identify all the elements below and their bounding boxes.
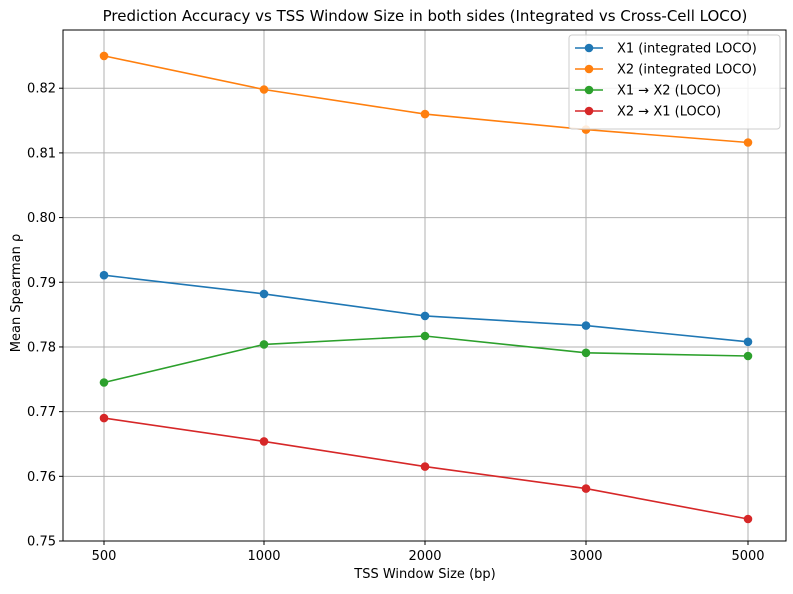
data-point <box>259 437 269 446</box>
data-point <box>581 348 591 358</box>
data-point <box>743 514 753 524</box>
legend: X1 (integrated LOCO) X2 (integrated LOCO)… <box>568 34 781 130</box>
data-point <box>743 337 753 347</box>
y-tick-label: 0.81 <box>27 146 56 161</box>
y-tick-label: 0.76 <box>27 470 56 485</box>
data-point <box>420 311 430 321</box>
legend-marker <box>584 85 594 95</box>
data-point <box>420 331 430 341</box>
legend-item: X2 (integrated LOCO) <box>575 63 757 78</box>
legend-label: X2 (integrated LOCO) <box>617 63 757 78</box>
y-tick-label: 0.82 <box>27 82 56 97</box>
series-line <box>103 335 749 384</box>
x-tick-label: 3000 <box>569 549 602 564</box>
legend-item: X1 → X2 (LOCO) <box>575 84 721 99</box>
y-tick-label: 0.77 <box>27 405 56 420</box>
legend-label: X2 → X1 (LOCO) <box>617 105 721 120</box>
legend-marker <box>584 106 594 116</box>
data-point <box>99 413 109 423</box>
data-point <box>420 462 430 471</box>
y-tick-label: 0.78 <box>27 340 56 355</box>
legend-item: X2 → X1 (LOCO) <box>575 105 721 120</box>
data-point <box>420 109 430 119</box>
y-tick-label: 0.75 <box>27 535 56 550</box>
data-point <box>259 85 269 94</box>
series-line <box>103 274 749 343</box>
data-point <box>259 289 269 299</box>
chart-title: Prediction Accuracy vs TSS Window Size i… <box>103 7 748 25</box>
data-point <box>743 138 753 147</box>
data-point <box>99 270 109 280</box>
x-tick-label: 1000 <box>247 549 280 564</box>
data-point <box>99 378 109 387</box>
data-point <box>581 484 591 493</box>
y-tick-label: 0.80 <box>27 211 56 226</box>
y-tick-label: 0.79 <box>27 276 56 291</box>
data-point <box>743 351 753 361</box>
y-axis-label: Mean Spearman ρ <box>9 234 24 352</box>
legend-marker <box>584 64 594 74</box>
legend-box <box>568 34 781 130</box>
data-point <box>99 51 109 61</box>
series <box>99 331 753 387</box>
legend-label: X1 → X2 (LOCO) <box>617 84 721 99</box>
legend-label: X1 (integrated LOCO) <box>617 42 757 57</box>
legend-marker <box>584 43 594 53</box>
y-axis-ticks: 0.75 0.76 0.77 0.78 0.79 0.80 0.81 0.82 <box>27 82 63 550</box>
x-tick-label: 5000 <box>731 549 764 564</box>
legend-item: X1 (integrated LOCO) <box>575 42 757 57</box>
series <box>99 413 753 524</box>
x-tick-label: 2000 <box>408 549 441 564</box>
data-point <box>581 321 591 330</box>
x-axis-ticks: 500 1000 2000 3000 5000 <box>92 541 765 564</box>
data-point <box>259 340 269 349</box>
x-tick-label: 500 <box>92 549 117 564</box>
series-layer <box>99 51 753 524</box>
x-axis-label: TSS Window Size (bp) <box>353 567 495 582</box>
series <box>99 270 753 347</box>
